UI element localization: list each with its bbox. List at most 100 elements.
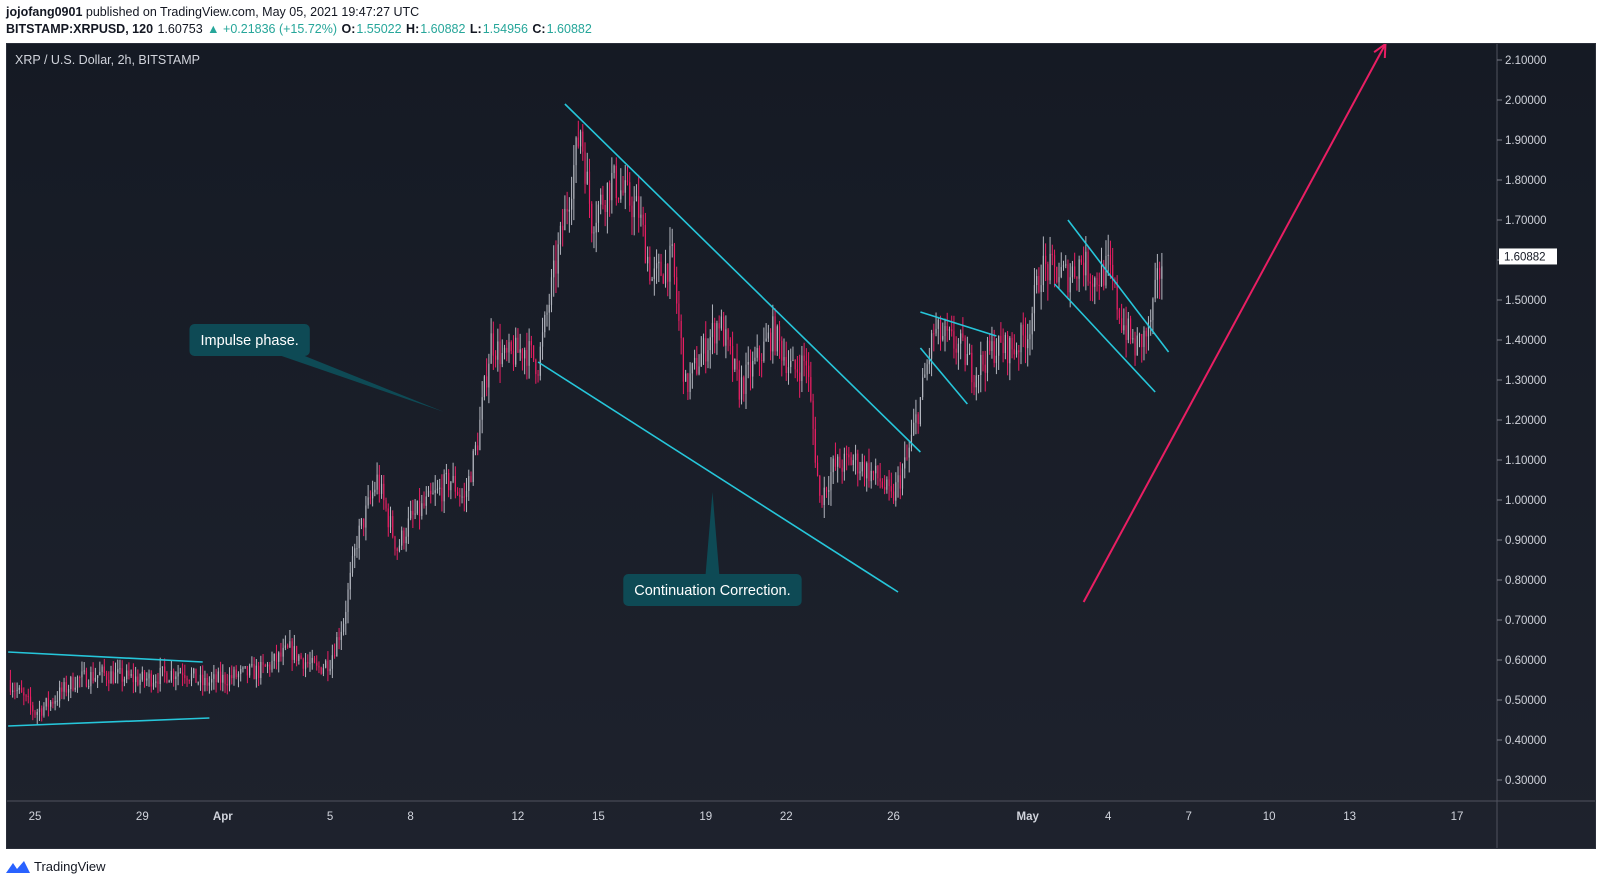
candle-body — [597, 204, 600, 223]
candle-body — [242, 667, 244, 670]
candle-body — [173, 670, 175, 680]
candle-body — [799, 372, 801, 382]
candle-body — [790, 361, 792, 368]
candle-body — [622, 190, 624, 193]
candle-body — [128, 670, 130, 676]
footer-brand[interactable]: TradingView — [34, 859, 106, 874]
candle-body — [968, 352, 971, 354]
candle-body — [651, 278, 653, 281]
tradingview-logo-icon[interactable] — [5, 859, 31, 875]
candle-body — [946, 326, 948, 331]
candle-body — [1047, 264, 1049, 281]
candle-body — [166, 672, 168, 683]
trendline[interactable] — [564, 103, 921, 453]
candle-body — [671, 244, 673, 246]
candles — [9, 120, 1163, 725]
candle-body — [955, 348, 957, 353]
candle-body — [414, 513, 416, 515]
price-tick-label: 1.80000 — [1505, 175, 1547, 187]
candle-body — [991, 341, 993, 351]
candle-body — [278, 652, 280, 662]
callout-box — [623, 574, 802, 606]
candle-body — [948, 329, 951, 331]
candle-body — [553, 260, 555, 278]
candle-body — [1145, 330, 1147, 337]
candle-body — [454, 475, 456, 492]
candle-body — [647, 256, 649, 264]
candle-body — [544, 314, 546, 333]
candle-body — [463, 496, 465, 498]
published-text: published on TradingView.com, May 05, 20… — [85, 5, 420, 19]
candle-body — [231, 675, 233, 679]
candle-body — [776, 326, 778, 352]
candle-body — [1060, 267, 1062, 278]
candle-body — [224, 674, 226, 685]
trendline[interactable] — [8, 651, 203, 663]
candle-body — [756, 348, 758, 358]
candle-body — [275, 653, 278, 662]
candle-body — [1143, 330, 1145, 348]
candle-body — [723, 316, 725, 346]
candle-body — [801, 355, 803, 382]
candle-body — [143, 671, 146, 681]
candle-body — [781, 340, 783, 361]
time-axis[interactable]: 25 29 Apr 5 8 12 15 19 22 26 May 4 7 10 13 17 — [29, 811, 1464, 823]
candle-body — [1036, 276, 1038, 286]
candle-body — [1071, 266, 1074, 278]
candle-body — [575, 137, 577, 166]
annotation-callout[interactable]: Impulse phase. — [189, 324, 445, 412]
price-tick-label: 0.30000 — [1505, 775, 1547, 787]
candle-body — [349, 572, 351, 590]
annotation-callout[interactable]: Continuation Correction. — [623, 492, 802, 606]
candle-body — [81, 671, 83, 678]
candle-body — [971, 352, 973, 383]
close-value: 1.60882 — [546, 22, 592, 36]
candle-body — [763, 341, 765, 361]
projection-arrow[interactable] — [1082, 44, 1387, 603]
trendline[interactable] — [8, 717, 210, 727]
trendlines — [8, 44, 1387, 727]
candle-body — [980, 354, 982, 376]
candle-body — [1107, 254, 1109, 256]
candle-body — [389, 516, 392, 528]
candle-body — [392, 516, 394, 537]
candle-body — [325, 660, 327, 668]
trendline[interactable] — [920, 311, 997, 337]
candle-body — [177, 672, 179, 677]
candle-body — [439, 487, 441, 489]
candle-body — [640, 214, 642, 218]
candle-body — [244, 666, 246, 668]
candle-body — [264, 664, 266, 667]
candle-body — [139, 679, 141, 685]
candle-body — [1074, 266, 1076, 277]
candle-body — [749, 362, 752, 377]
price-chart[interactable]: Impulse phase. Continuation Correction. 2… — [7, 44, 1595, 848]
candle-body — [378, 474, 380, 494]
candle-body — [832, 458, 834, 473]
candle-body — [564, 208, 566, 231]
price-axis[interactable]: 2.100002.000001.900001.800001.700001.600… — [1497, 55, 1557, 787]
candle-body — [506, 347, 508, 353]
candle-body — [1015, 350, 1018, 355]
candle-body — [300, 655, 302, 659]
chart-frame[interactable]: Impulse phase. Continuation Correction. 2… — [6, 43, 1596, 849]
candle-body — [309, 662, 311, 664]
trendline[interactable] — [1067, 219, 1170, 353]
candle-body — [443, 474, 445, 502]
trendline[interactable] — [537, 361, 899, 593]
publisher-name[interactable]: jojofang0901 — [6, 5, 83, 19]
last-price-tag-label: 1.60882 — [1504, 251, 1546, 263]
candle-body — [555, 260, 557, 274]
trendline[interactable] — [1053, 283, 1156, 393]
price-tick-label: 1.90000 — [1505, 135, 1547, 147]
last-price-tag — [1499, 248, 1557, 265]
candle-body — [890, 486, 892, 492]
candle-body — [481, 397, 483, 420]
candle-body — [222, 674, 224, 683]
time-tick-label: 22 — [780, 811, 793, 823]
candle-body — [830, 472, 832, 491]
candle-body — [345, 611, 347, 624]
candle-body — [351, 555, 354, 573]
trendline[interactable] — [919, 347, 968, 405]
candle-body — [1094, 278, 1096, 287]
